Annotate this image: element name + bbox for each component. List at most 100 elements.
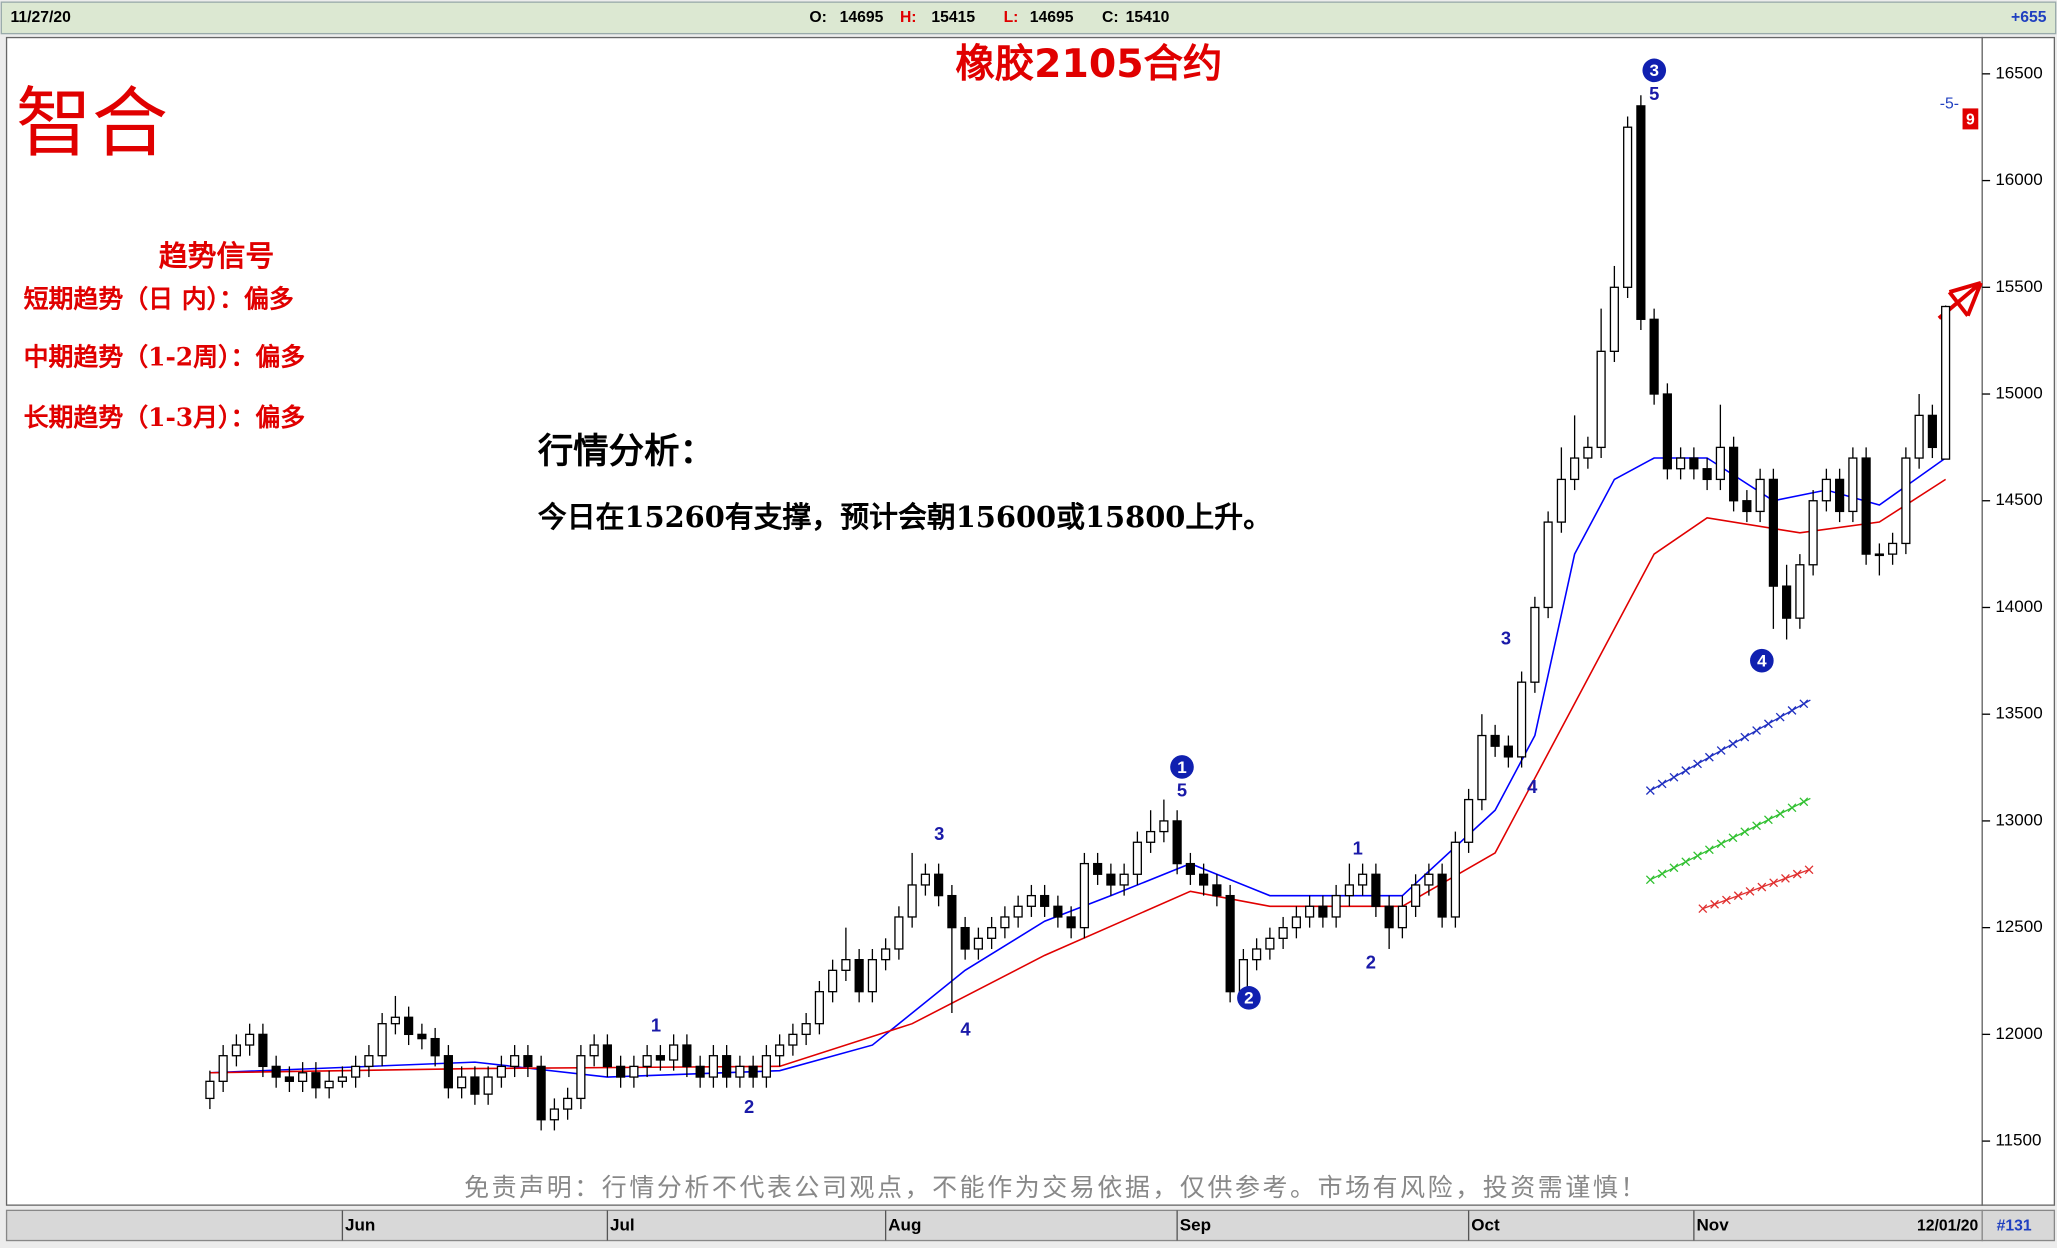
wave-circle [1642,58,1667,83]
candle [1026,884,1036,917]
indicator-cross [1657,779,1667,789]
candle-body [1888,542,1898,555]
indicator-cross [1733,891,1743,901]
candle-body [1556,478,1566,523]
candle-body [947,894,957,929]
candle-body [1185,862,1195,875]
logo: 智合 [16,78,168,167]
indicator-cross [1781,874,1790,883]
candle-body [1318,905,1328,918]
candle-body [867,959,877,993]
y-tick-label: 14000 [1995,597,2042,616]
candle-body [1676,457,1686,470]
candle-body [748,1065,758,1078]
candle-body [1397,905,1407,929]
candle-body [218,1055,228,1082]
axis-mark: 9 [1966,111,1975,128]
candle [311,1062,321,1099]
candle [1384,895,1394,949]
candle [1437,863,1447,928]
candle-body [642,1055,652,1068]
candle [351,1055,361,1088]
wave-label: 1 [651,1015,661,1036]
disclaimer: 免责声明：行情分析不代表公司观点，不能作为交易依据，仅供参考。市场有风险，投资需… [464,1173,1648,1202]
corner [1981,1209,2056,1242]
candle [973,927,983,960]
y-tick-label: 12000 [1995,1024,2042,1043]
candle-body [1941,305,1951,460]
indicator-cross [1799,699,1809,709]
candle [1835,468,1845,523]
y-tick-label: 13500 [1995,704,2042,723]
candle-body [1013,905,1023,918]
candle-body [1159,820,1169,833]
candle-body [470,1076,480,1095]
candle [271,1055,281,1088]
candle-body [854,959,864,993]
candle [284,1066,294,1092]
candle [801,1013,811,1046]
candle [616,1055,626,1088]
candle [1411,874,1421,917]
candle [1291,906,1301,939]
arrow-head [1937,280,1983,320]
candle [1371,863,1381,917]
candle-body [828,969,838,993]
indicator-cross [1787,803,1797,813]
candle-body [457,1076,467,1089]
indicator-cross [1693,851,1702,861]
wave-label: 4 [1527,776,1538,797]
candle [1344,863,1354,907]
candle-body [973,937,983,950]
candle [1490,724,1500,757]
wave-circle-label: 3 [1650,61,1659,80]
candle-body [1782,585,1792,619]
candle-body [1609,286,1619,352]
candle [722,1045,732,1088]
indicator-cross [1704,752,1714,762]
candle [642,1045,652,1078]
indicator-cross [1745,886,1755,896]
candle [1874,543,1884,576]
candle [695,1055,705,1088]
candle [1570,415,1580,491]
candle-body [1384,905,1394,929]
candle-body [722,1055,732,1078]
candle-body [881,948,891,961]
wave-label: 5 [1177,780,1187,801]
indicator-cross [1740,732,1750,742]
candle [231,1034,241,1067]
candle [390,995,400,1035]
candle [1821,468,1831,512]
y-tick-label: 14500 [1995,490,2042,509]
candle-body [1358,873,1368,886]
candle-body [1305,905,1315,918]
candle [1556,447,1566,533]
candle [1013,895,1023,928]
plot-area [5,36,1983,1206]
candle [854,948,864,1003]
indicator-cross [1681,766,1691,775]
indicator-cross [1775,712,1785,722]
candle-body [735,1065,745,1078]
candle [1782,564,1792,640]
candle-body [1464,798,1474,843]
indicator-cross [1681,857,1691,867]
wave-circle-label: 1 [1177,758,1186,777]
candle [1755,468,1765,523]
candle [536,1055,546,1131]
candle-body [1265,937,1275,950]
candle [563,1087,573,1120]
candle [1742,490,1752,523]
candle [1503,735,1513,768]
candle-body [1821,478,1831,502]
candle-body [576,1055,586,1100]
candle [1225,884,1235,1003]
candle [1106,863,1116,896]
candle-body [404,1016,414,1036]
candle [1689,447,1699,480]
indicator-cross [1792,869,1802,879]
candle [987,916,997,949]
candle [1040,884,1050,917]
